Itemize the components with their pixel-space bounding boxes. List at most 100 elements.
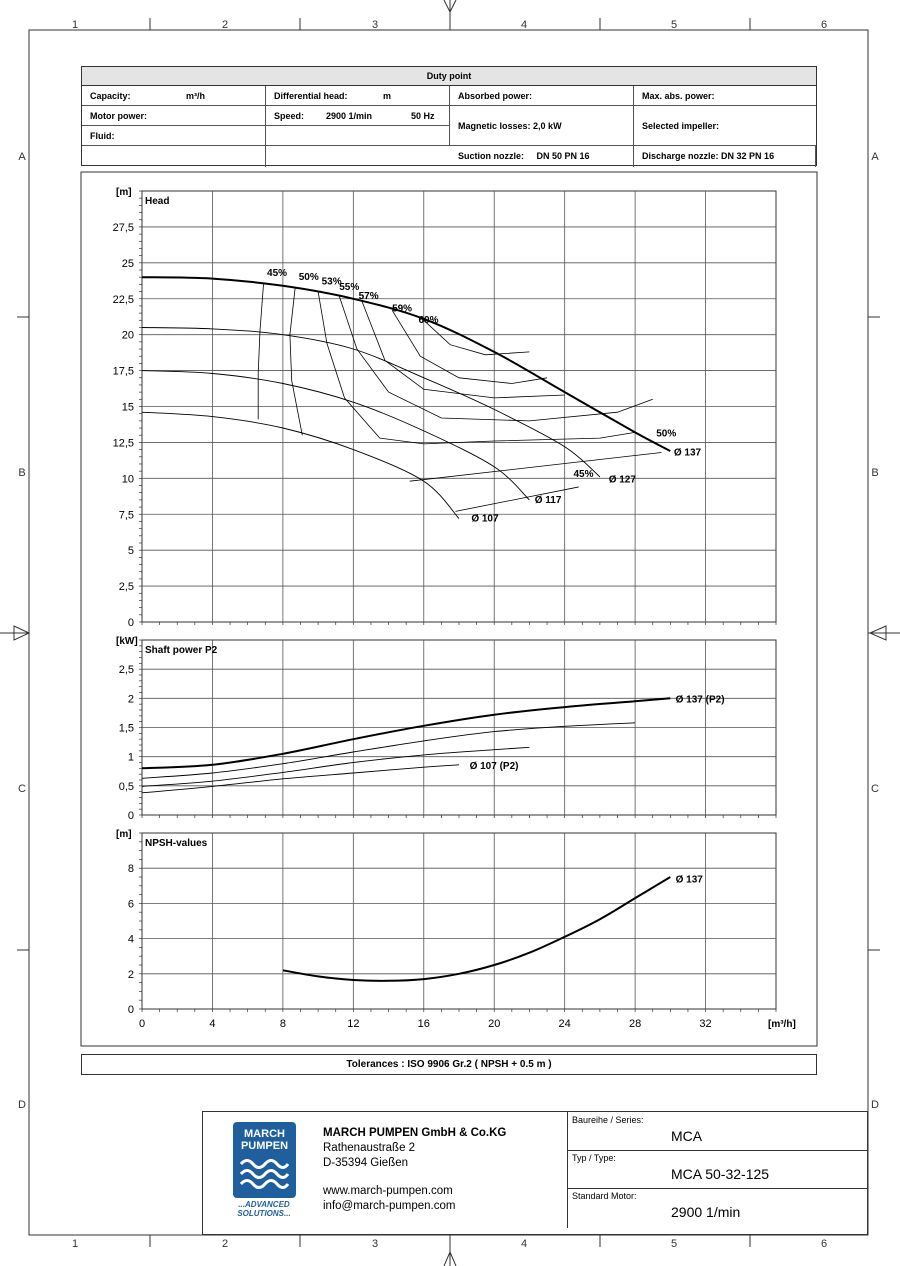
efficiency-label: 45% xyxy=(267,268,287,279)
frame-row-label-right: D xyxy=(871,1099,879,1111)
frame-row-label-right: B xyxy=(871,467,878,479)
frame-row-label-right: A xyxy=(871,151,879,163)
frame-column-label-top: 1 xyxy=(72,19,78,31)
duty-point-title: Duty point xyxy=(82,67,816,86)
x-tick-label: 16 xyxy=(418,1018,430,1030)
y-tick-label: 8 xyxy=(128,863,134,875)
logo-slogan-line1: ...ADVANCED xyxy=(238,1200,290,1209)
efficiency-iso-line xyxy=(317,291,636,445)
power-curve-label: Ø 107 (P2) xyxy=(470,761,519,772)
y-tick-label: 6 xyxy=(128,898,134,910)
frame-row-label-left: D xyxy=(18,1099,26,1111)
frame-column-label-top: 3 xyxy=(372,19,378,31)
x-tick-label: 20 xyxy=(488,1018,500,1030)
tolerances-note: Tolerances : ISO 9906 Gr.2 ( NPSH + 0.5 … xyxy=(81,1054,817,1075)
y-tick-label: 5 xyxy=(128,545,134,557)
frame-column-label-bottom: 1 xyxy=(72,1238,78,1250)
x-tick-label: 8 xyxy=(280,1018,286,1030)
speed-value: 2900 1/min xyxy=(326,111,373,121)
company-street: Rathenaustraße 2 xyxy=(323,1142,416,1154)
logo-line2: PUMPEN xyxy=(240,1140,289,1152)
company-email[interactable]: info@march-pumpen.com xyxy=(323,1200,456,1212)
waves-icon xyxy=(239,1159,290,1189)
efficiency-label: 45% xyxy=(573,469,593,480)
center-mark-right xyxy=(868,625,900,641)
discharge-nozzle-cell: Discharge nozzle: DN 32 PN 16 xyxy=(634,146,816,167)
y-tick-label: 17,5 xyxy=(113,366,134,378)
frame-column-label-bottom: 5 xyxy=(671,1238,677,1250)
y-tick-label: 2,5 xyxy=(119,581,134,593)
company-address: MARCH PUMPEN GmbH & Co.KG Rathenaustraße… xyxy=(323,1126,506,1214)
efficiency-label: 57% xyxy=(359,291,379,302)
diff-head-cell: Differential head: m xyxy=(266,86,450,106)
motor-power-label: Motor power: xyxy=(90,111,147,121)
efficiency-label: 59% xyxy=(392,304,412,315)
frame-row-label-left: C xyxy=(18,783,26,795)
efficiency-label: 53% xyxy=(322,276,342,287)
series-line xyxy=(141,276,671,452)
efficiency-label: 60% xyxy=(418,315,438,326)
frequency-value: 50 Hz xyxy=(411,111,435,121)
efficiency-iso-line xyxy=(338,295,653,422)
chart-panel-2: 0 0,5 1 1,5 2 2,5 [kW] Shaft power P2 xyxy=(116,636,777,822)
efficiency-iso-line xyxy=(391,309,548,384)
logo-slogan-line2: SOLUTIONS... xyxy=(237,1209,291,1218)
impeller-diameter-label: Ø 107 xyxy=(471,513,499,524)
center-mark-left xyxy=(0,625,31,641)
magnetic-losses-label: Magnetic losses: xyxy=(458,121,531,131)
company-city: D-35394 Gießen xyxy=(323,1157,409,1169)
title-block: MARCH PUMPEN ...ADVANCED SOLUTIONS... MA… xyxy=(202,1111,868,1235)
type-value: MCA 50-32-125 xyxy=(671,1166,770,1182)
efficiency-label: 50% xyxy=(299,272,319,283)
capacity-label: Capacity: xyxy=(90,91,131,101)
chart-title: Head xyxy=(145,196,169,207)
capacity-unit: m³/h xyxy=(186,91,205,101)
suction-nozzle-cell: Suction nozzle: DN 50 PN 16 xyxy=(450,146,634,167)
x-tick-label: 32 xyxy=(699,1018,711,1030)
x-tick-label: 12 xyxy=(347,1018,359,1030)
impeller-diameter-label: Ø 117 xyxy=(535,495,562,506)
power-curve-label: Ø 137 (P2) xyxy=(676,694,725,705)
fluid-cell: Fluid: xyxy=(82,126,266,146)
logo-line1: MARCH xyxy=(244,1128,285,1140)
speed-cell: Speed: 2900 1/min 50 Hz xyxy=(266,106,450,126)
series-line xyxy=(141,411,460,519)
y-tick-label: 20 xyxy=(122,330,134,342)
empty-cell-b xyxy=(266,146,450,167)
series-line xyxy=(141,722,636,779)
y-tick-label: 12,5 xyxy=(113,437,134,449)
y-tick-label: 25 xyxy=(122,258,134,270)
motor-label: Standard Motor: xyxy=(572,1191,637,1201)
frame-column-label-top: 4 xyxy=(521,19,527,31)
y-axis-unit: [m] xyxy=(116,187,132,198)
company-block: MARCH PUMPEN ...ADVANCED SOLUTIONS... MA… xyxy=(203,1112,568,1228)
series-line xyxy=(141,697,671,770)
y-axis-unit: [kW] xyxy=(116,636,138,647)
diff-head-label: Differential head: xyxy=(274,91,348,101)
y-tick-label: 27,5 xyxy=(113,222,134,234)
march-pumpen-logo: MARCH PUMPEN xyxy=(233,1122,296,1198)
company-website[interactable]: www.march-pumpen.com xyxy=(323,1185,453,1197)
impeller-diameter-label: Ø 127 xyxy=(609,475,637,486)
product-info: Baureihe / Series: MCA Typ / Type: MCA 5… xyxy=(567,1112,867,1234)
company-name: MARCH PUMPEN GmbH & Co.KG xyxy=(323,1127,507,1139)
x-axis-unit: [m³/h] xyxy=(768,1019,796,1030)
diff-head-unit: m xyxy=(383,91,392,101)
chart-area-border xyxy=(80,171,818,1047)
selected-impeller-label: Selected impeller: xyxy=(642,121,720,131)
efficiency-iso-line xyxy=(409,452,662,482)
y-tick-label: 15 xyxy=(122,402,134,414)
series-line xyxy=(282,876,671,982)
series-value: MCA xyxy=(671,1128,703,1144)
center-mark-top xyxy=(443,0,457,30)
empty-cell-a xyxy=(82,146,266,167)
chart-title: NPSH-values xyxy=(145,838,208,849)
frame-column-label-top: 6 xyxy=(821,19,827,31)
npsh-curve-label: Ø 137 xyxy=(676,874,704,885)
frame-column-label-bottom: 3 xyxy=(372,1238,378,1250)
discharge-nozzle-value: DN 32 PN 16 xyxy=(721,151,775,161)
series-line xyxy=(141,370,530,501)
